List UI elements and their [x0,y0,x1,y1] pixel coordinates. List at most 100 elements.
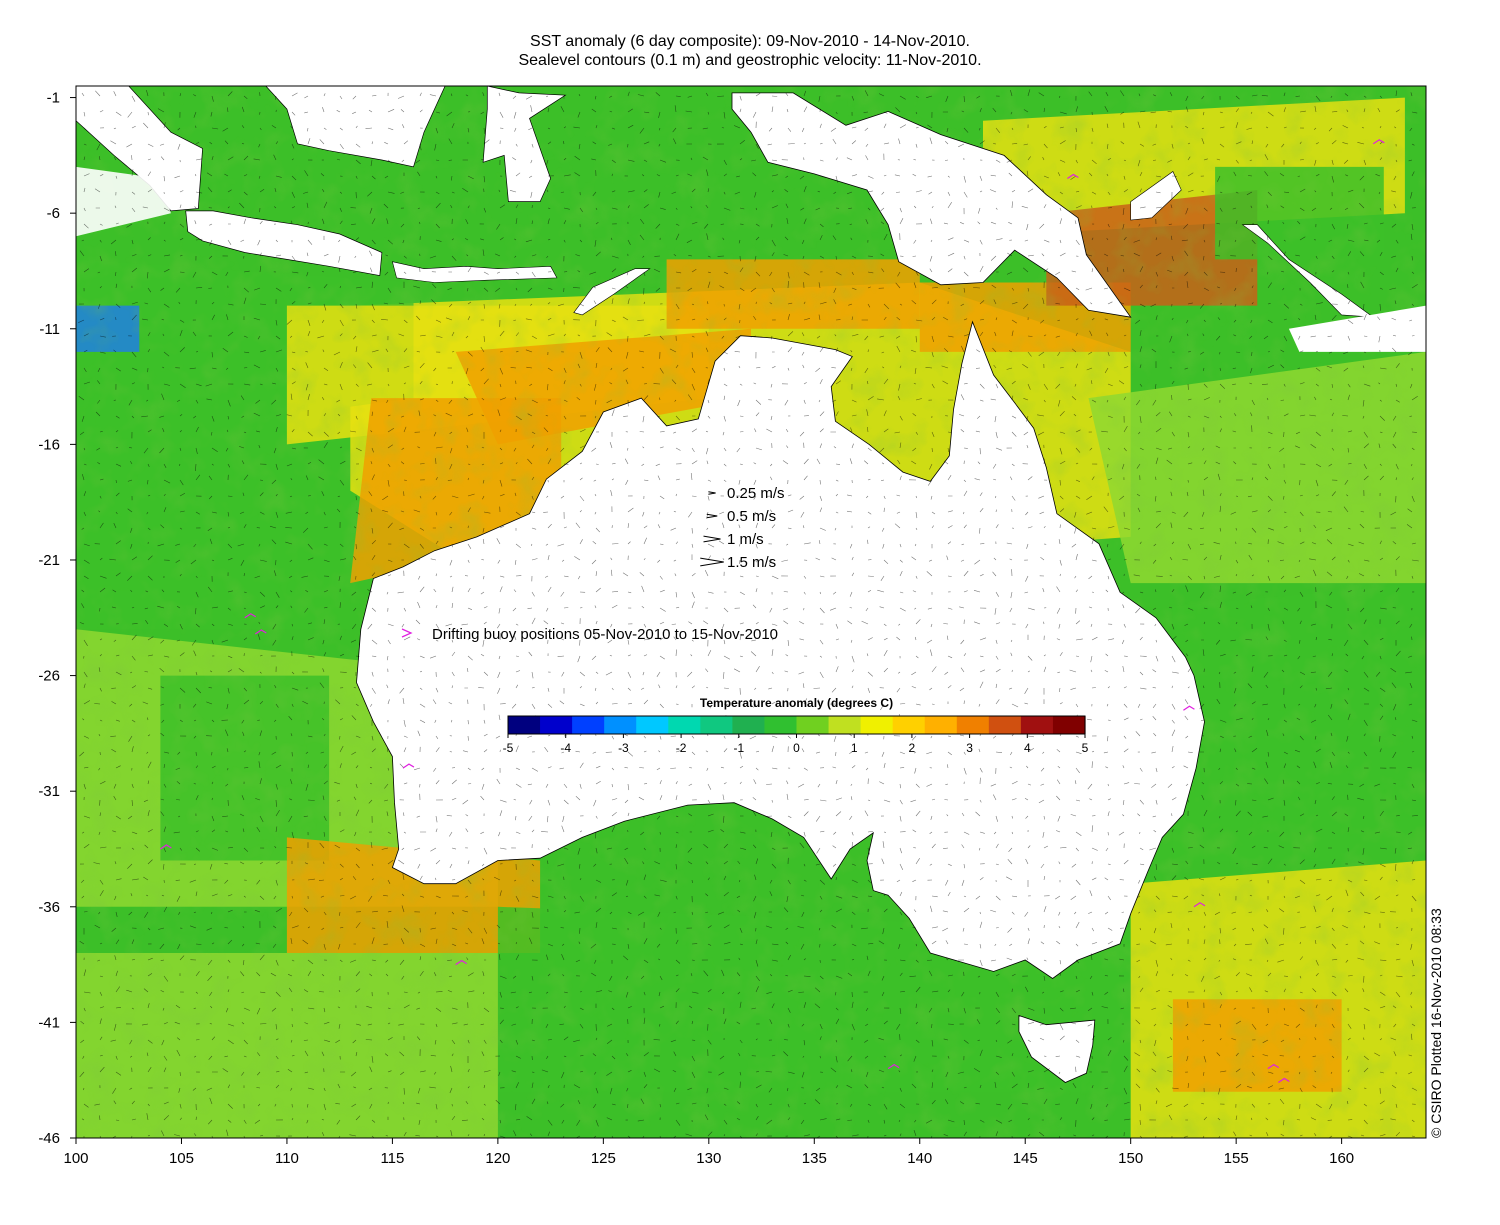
buoy-track [1067,173,1079,179]
colorbar-swatch [924,716,958,734]
y-tick-label: -26 [38,668,60,685]
x-tick-label: 125 [591,1150,616,1167]
x-tick-label: 130 [696,1150,721,1167]
x-tick-label: 150 [1118,1150,1143,1167]
colorbar-swatch [540,716,573,734]
credit-text: © CSIRO Plotted 16-Nov-2010 08:33 [1428,908,1444,1138]
velocity-scale-label: 1.5 m/s [727,554,776,571]
buoy-legend-label: Drifting buoy positions 05-Nov-2010 to 1… [432,626,778,643]
colorbar-swatch [828,716,862,734]
no-data-patch [1288,305,1426,352]
land-borneo [265,86,446,168]
y-tick-label: -36 [38,899,60,916]
colorbar-swatch [1052,716,1086,734]
velocity-scale-arrow [706,513,718,519]
colorbar-swatch [636,716,669,734]
y-tick-label: -31 [38,783,60,800]
buoy-track [1183,705,1195,711]
buoy-track [1193,902,1206,908]
colorbar-tick-label: 0 [793,741,800,755]
velocity-legend: 0.25 m/s 0.5 m/s 1 m/s 1.5 m/s [700,485,785,571]
buoy-track [244,613,257,619]
x-tick-label: 105 [169,1150,194,1167]
x-tick-label: 120 [485,1150,510,1167]
colorbar-swatch [668,716,701,734]
x-tick-label: 160 [1329,1150,1354,1167]
land-australia [356,320,1205,979]
colorbar-swatch [700,716,733,734]
colorbar-tick-label: -3 [618,741,629,755]
colorbar-swatch [956,716,990,734]
x-tick-label: 155 [1224,1150,1249,1167]
y-tick-label: -41 [38,1014,60,1031]
x-axis: 100 105 110 115 120 125 130 135 140 145 150 155 160 [63,1138,1354,1167]
colorbar-swatch [988,716,1022,734]
colorbar-tick-label: -4 [560,741,571,755]
colorbar-tick-label: 2 [909,741,916,755]
map-plot-area [76,86,1426,1138]
colorbar-swatch [508,716,541,734]
colorbar-tick-label: -1 [733,741,744,755]
no-data-patch [76,166,171,237]
drifting-buoy-tracks [160,139,1385,1084]
x-tick-label: 135 [802,1150,827,1167]
buoy-track [1267,1063,1280,1070]
velocity-scale-arrow [708,491,716,495]
colorbar-tick-label: 4 [1024,741,1031,755]
colorbar-swatch [764,716,798,734]
y-axis: -1 -6 -11 -16 -21 -26 -31 -36 -41 -46 [38,90,76,1147]
colorbar-tick-label: -5 [503,741,514,755]
velocity-scale-arrow [703,535,721,543]
colorbar-tick-label: -2 [676,741,687,755]
land-java [185,210,383,277]
land-tasmania [1018,1014,1096,1083]
velocity-scale-arrow [700,557,724,567]
y-tick-label: -11 [39,321,60,338]
x-tick-label: 115 [380,1150,404,1167]
land-sulawesi [482,86,567,202]
colorbar-swatch [892,716,926,734]
colorbar-tick-label: 5 [1082,741,1089,755]
colorbar-tick-label: 3 [966,741,973,755]
buoy-track [1278,1077,1290,1084]
plot-frame [75,85,1427,1139]
title-line-1: SST anomaly (6 day composite): 09-Nov-20… [530,33,970,50]
y-tick-label: -16 [38,436,60,453]
colorbar-title: Temperature anomaly (degrees C) [700,696,893,710]
velocity-scale-label: 0.5 m/s [727,508,776,525]
land-masses [76,86,1426,1083]
buoy-track [455,959,467,966]
y-tick-label: -21 [38,552,60,569]
x-tick-label: 110 [275,1150,299,1167]
x-tick-label: 145 [1013,1150,1038,1167]
y-tick-label: -6 [47,205,60,222]
colorbar-swatch [1020,716,1054,734]
colorbar-swatch [796,716,830,734]
velocity-vector-field [78,89,1419,1138]
buoy-track [402,763,415,769]
y-tick-label: -1 [47,90,60,107]
land-timor [573,268,651,316]
colorbar-swatch [604,716,637,734]
velocity-scale-label: 0.25 m/s [727,485,785,502]
buoy-track [254,629,267,635]
y-tick-label: -46 [38,1130,60,1147]
buoy-track [160,844,172,850]
colorbar-tick-label: 1 [851,741,858,755]
x-tick-label: 140 [907,1150,932,1167]
colorbar-swatch [860,716,894,734]
colorbar: Temperature anomaly (degrees C) -5 -4 -3 -2 -… [503,696,1089,755]
buoy-track [1372,139,1385,145]
buoy-legend: Drifting buoy positions 05-Nov-2010 to 1… [401,626,778,643]
velocity-scale-label: 1 m/s [727,531,764,548]
buoy-track [887,1063,900,1070]
land-sumatra [76,86,203,212]
land-lesser-sunda [391,261,558,283]
colorbar-swatch [732,716,766,734]
colorbar-swatch [572,716,605,734]
land-new-guinea [731,92,1132,318]
buoy-legend-marker [401,628,413,638]
velocity-vectors [78,89,1419,1138]
x-tick-label: 100 [63,1150,88,1167]
